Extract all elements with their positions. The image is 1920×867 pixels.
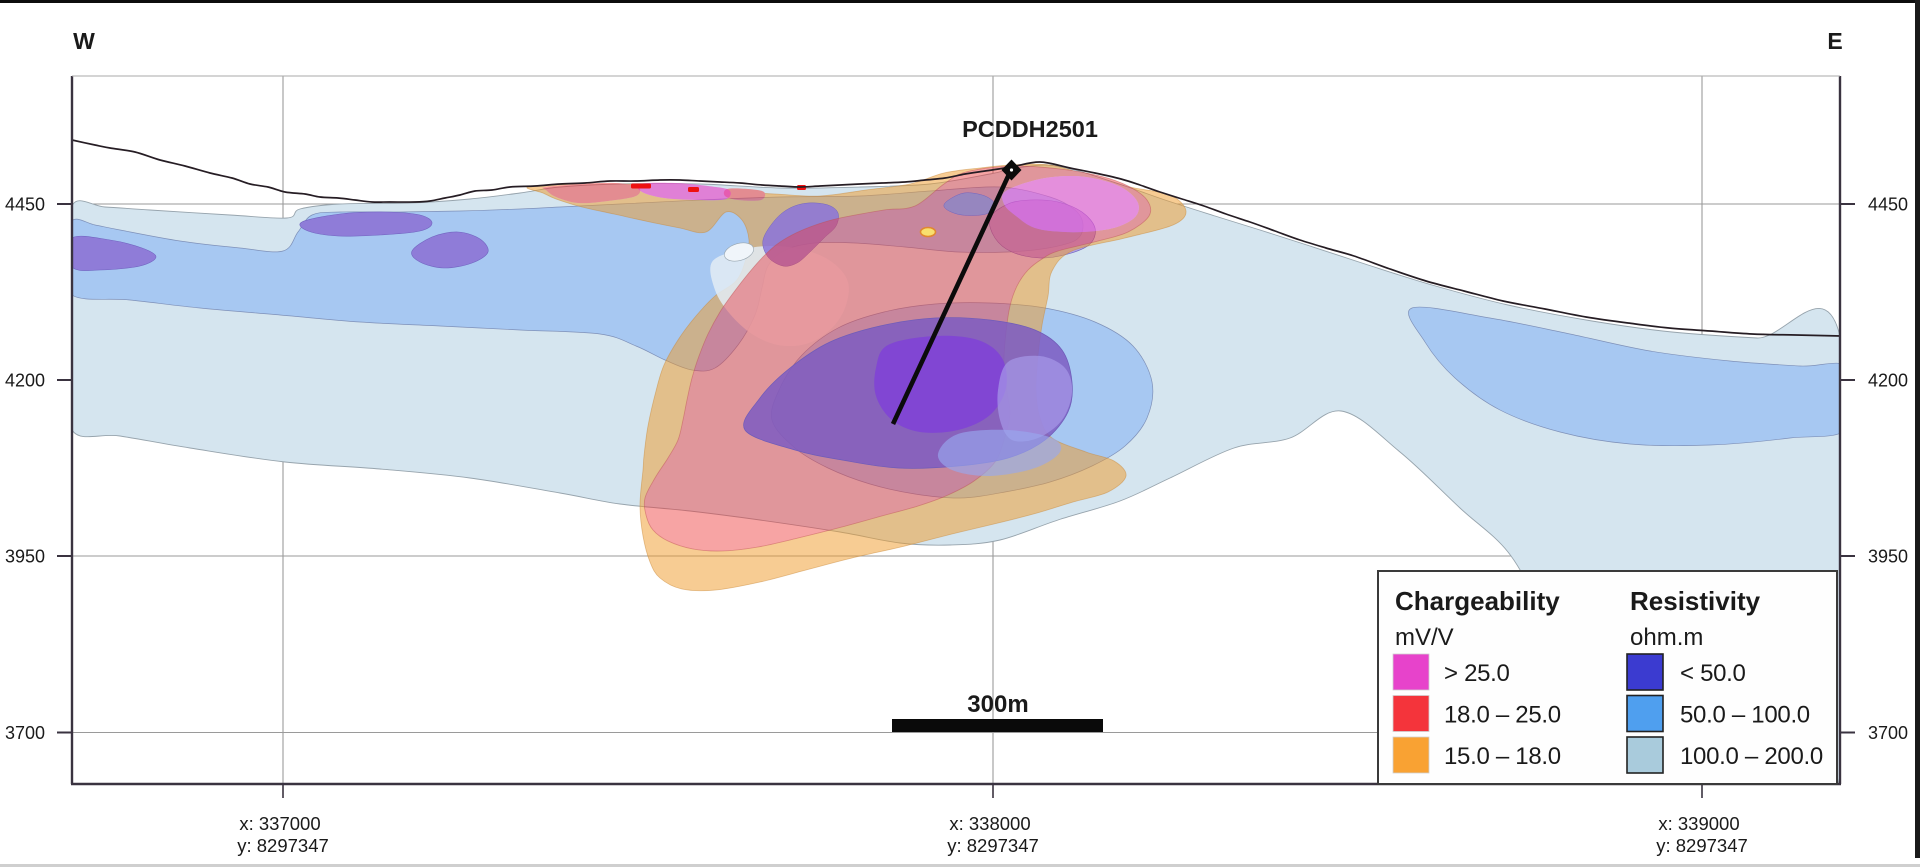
svg-text:ohm.m: ohm.m	[1630, 624, 1703, 651]
svg-text:y: 8297347: y: 8297347	[947, 835, 1039, 856]
svg-text:mV/V: mV/V	[1395, 624, 1454, 651]
svg-text:4200: 4200	[1868, 371, 1908, 391]
svg-text:Resistivity: Resistivity	[1630, 586, 1761, 616]
svg-text:300m: 300m	[967, 691, 1028, 718]
svg-text:E: E	[1827, 28, 1842, 54]
svg-text:3950: 3950	[1868, 547, 1908, 567]
svg-text:4450: 4450	[1868, 195, 1908, 215]
svg-text:x: 339000: x: 339000	[1658, 813, 1739, 834]
svg-text:50.0 – 100.0: 50.0 – 100.0	[1680, 702, 1810, 729]
svg-text:y: 8297347: y: 8297347	[237, 835, 329, 856]
svg-text:x: 338000: x: 338000	[949, 813, 1030, 834]
svg-text:15.0 – 18.0: 15.0 – 18.0	[1444, 743, 1561, 770]
svg-text:4450: 4450	[5, 195, 45, 215]
svg-text:3950: 3950	[5, 547, 45, 567]
svg-text:100.0 – 200.0: 100.0 – 200.0	[1680, 743, 1823, 770]
svg-text:x: 337000: x: 337000	[239, 813, 320, 834]
svg-text:< 50.0: < 50.0	[1680, 660, 1746, 687]
svg-text:3700: 3700	[1868, 723, 1908, 743]
svg-text:y: 8297347: y: 8297347	[1656, 835, 1748, 856]
svg-text:PCDDH2501: PCDDH2501	[962, 116, 1098, 142]
svg-text:18.0 – 25.0: 18.0 – 25.0	[1444, 702, 1561, 729]
svg-text:4200: 4200	[5, 371, 45, 391]
svg-text:> 25.0: > 25.0	[1444, 660, 1510, 687]
svg-text:Chargeability: Chargeability	[1395, 586, 1560, 616]
svg-text:W: W	[73, 28, 95, 54]
svg-text:3700: 3700	[5, 723, 45, 743]
